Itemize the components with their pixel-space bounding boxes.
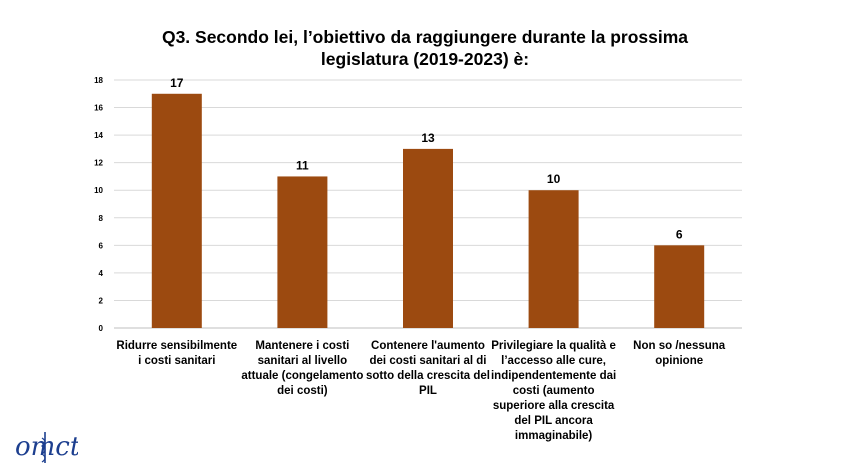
- logo-text: omct: [15, 432, 78, 462]
- y-tick-label: 0: [99, 324, 104, 333]
- category-label: Contenere l'aumento dei costi sanitari a…: [366, 340, 490, 397]
- bar: [403, 148, 453, 328]
- y-tick-label: 16: [94, 104, 103, 113]
- chart-title-line-1: Q3. Secondo lei, l’obiettivo da raggiung…: [161, 27, 689, 47]
- y-tick-label: 18: [94, 76, 103, 85]
- category-label: Privilegiare la qualità e l’accesso alle…: [490, 340, 617, 442]
- data-label: 10: [547, 172, 561, 186]
- y-tick-label: 8: [99, 214, 104, 223]
- y-tick-label: 4: [99, 269, 104, 278]
- y-tick-label: 10: [94, 186, 103, 195]
- omct-logo: omct: [15, 432, 78, 463]
- chart-title: Q3. Secondo lei, l’obiettivo da raggiung…: [0, 26, 850, 70]
- category-label: Non so /nessuna opinione: [633, 340, 726, 367]
- bar: [528, 190, 579, 328]
- data-label: 13: [421, 131, 435, 145]
- y-tick-label: 14: [94, 131, 103, 140]
- bar: [654, 245, 705, 328]
- y-tick-label: 12: [94, 159, 103, 168]
- bar: [277, 176, 328, 328]
- data-label: 6: [676, 227, 683, 241]
- category-label: Ridurre sensibilmente i costi sanitari: [116, 340, 238, 367]
- y-tick-label: 2: [99, 296, 104, 305]
- bar: [151, 93, 202, 329]
- category-label: Mantenere i costi sanitari al livello at…: [241, 340, 364, 397]
- data-label: 17: [170, 76, 184, 90]
- chart-title-line-2: legislatura (2019-2023) è:: [320, 49, 530, 69]
- data-label: 11: [296, 158, 309, 172]
- y-tick-label: 6: [99, 241, 104, 250]
